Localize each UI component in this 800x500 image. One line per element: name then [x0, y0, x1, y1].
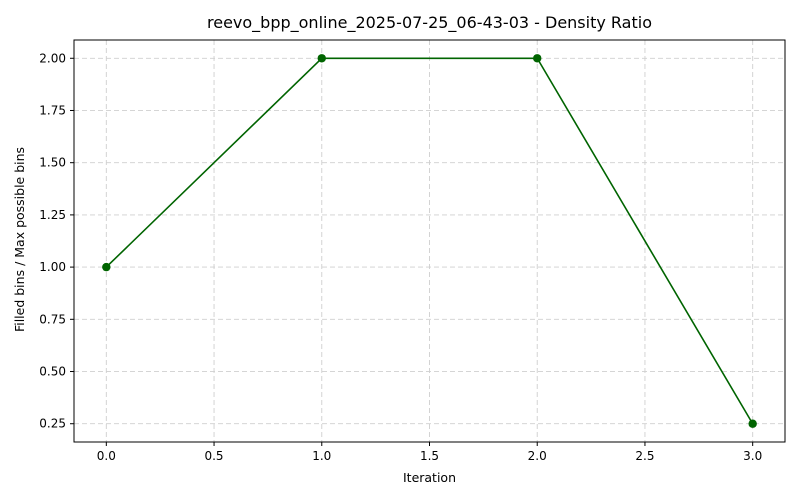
x-tick-label: 1.5 [420, 449, 439, 463]
y-axis-ticks: 0.25 0.50 0.75 1.00 1.25 1.50 1.75 2.00 [39, 51, 74, 431]
x-tick-label: 0.0 [97, 449, 116, 463]
y-tick-label: 1.25 [39, 208, 66, 222]
x-axis-ticks: 0.0 0.5 1.0 1.5 2.0 2.5 3.0 [97, 442, 762, 463]
y-axis-label: Filled bins / Max possible bins [12, 147, 27, 332]
y-tick-label: 1.00 [39, 260, 66, 274]
x-tick-label: 2.0 [528, 449, 547, 463]
x-tick-label: 2.5 [635, 449, 654, 463]
x-tick-label: 0.5 [204, 449, 223, 463]
data-point [748, 419, 757, 428]
data-point [533, 54, 542, 63]
data-point [317, 54, 326, 63]
y-tick-label: 1.75 [39, 103, 66, 117]
x-axis-label: Iteration [403, 470, 456, 485]
series-layer [102, 54, 757, 428]
x-tick-label: 3.0 [743, 449, 762, 463]
y-tick-label: 0.25 [39, 417, 66, 431]
data-point [102, 262, 111, 272]
grid-lines [74, 40, 785, 442]
y-tick-label: 0.75 [39, 312, 66, 326]
y-tick-label: 0.50 [39, 365, 66, 379]
y-tick-label: 1.50 [39, 156, 66, 170]
chart-title: reevo_bpp_online_2025-07-25_06-43-03 - D… [207, 13, 652, 33]
x-tick-label: 1.0 [312, 449, 331, 463]
y-tick-label: 2.00 [39, 51, 66, 65]
series-line [105, 57, 754, 425]
